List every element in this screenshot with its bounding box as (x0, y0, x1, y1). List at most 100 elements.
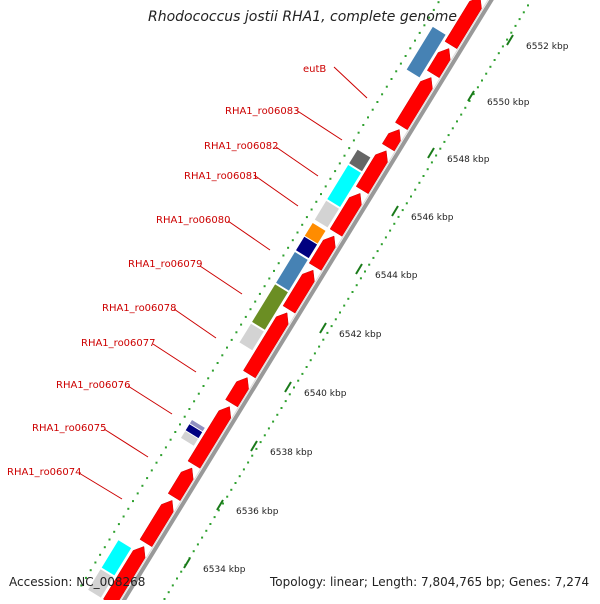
scale-dot (355, 284, 358, 287)
minor-tick-dot (193, 400, 196, 403)
minor-tick-dot (240, 323, 243, 326)
scale-tick-label: 6550 kbp (487, 98, 530, 108)
minor-tick-dot (301, 223, 304, 226)
scale-dot (263, 434, 266, 437)
scale-dot (451, 127, 454, 130)
scale-tick (427, 147, 435, 159)
scale-dot (405, 202, 408, 205)
gene-feature (314, 200, 339, 228)
gene-label-leader (295, 109, 343, 141)
scale-dot (397, 215, 400, 218)
minor-tick-dot (423, 24, 426, 27)
gene-label: RHA1_ro06075 (32, 423, 107, 434)
scale-dot (180, 570, 183, 573)
gene-feature (252, 284, 288, 330)
scale-tick-label: 6552 kbp (526, 42, 569, 52)
scale-dot (163, 598, 166, 600)
gene-label: RHA1_ro06077 (81, 338, 156, 349)
minor-tick-dot (320, 193, 322, 196)
minor-tick-dot (99, 553, 102, 556)
minor-tick-dot (160, 454, 163, 457)
gene-feature (101, 540, 132, 576)
scale-dot (326, 331, 329, 334)
scale-dot (489, 65, 492, 68)
scale-dot (481, 79, 483, 82)
scale-dot (217, 509, 220, 512)
minor-tick-dot (315, 200, 318, 203)
gene-label-leader (253, 174, 299, 207)
scale-tick (183, 557, 191, 569)
scale-dot (497, 52, 500, 55)
gene-label: RHA1_ro06076 (56, 380, 131, 391)
scale-tick (506, 34, 514, 46)
scale-dot (171, 584, 174, 587)
minor-tick-dot (164, 446, 167, 449)
accession-text: Accession: NC_008268 (9, 575, 146, 589)
scale-dot (343, 304, 346, 307)
minor-tick-dot (94, 561, 97, 564)
minor-tick-dot (155, 461, 158, 464)
scale-dot (247, 461, 250, 464)
scale-dot (267, 427, 270, 430)
minor-tick-dot (216, 362, 219, 364)
scale-dot (389, 229, 392, 232)
scale-dot (318, 345, 321, 348)
scale-dot (527, 4, 529, 7)
cds-arrow (308, 235, 336, 271)
scale-dot (201, 536, 204, 539)
gene-label-leader (173, 308, 217, 339)
minor-tick-dot (310, 208, 313, 211)
scale-dot (222, 502, 224, 505)
scale-dot (322, 338, 325, 341)
minor-tick-dot (296, 231, 299, 234)
gene-label: RHA1_ro06074 (7, 467, 82, 478)
minor-tick-dot (207, 377, 210, 380)
minor-tick-dot (89, 569, 92, 572)
minor-tick-dot (376, 101, 379, 103)
gene-feature (276, 252, 308, 291)
cds-arrow (243, 312, 289, 379)
scale-dot (230, 488, 233, 491)
gene-feature (296, 236, 318, 259)
scale-tick-label: 6544 kbp (375, 271, 418, 281)
minor-tick-dot (381, 93, 384, 96)
minor-tick-dot (103, 546, 106, 549)
minor-tick-dot (414, 39, 416, 42)
minor-tick-dot (305, 216, 308, 219)
gene-label-leader (275, 146, 319, 177)
scale-dot (414, 188, 417, 191)
scale-dot (259, 441, 262, 444)
minor-tick-dot (249, 308, 252, 311)
scale-dot (276, 413, 279, 416)
gene-label: RHA1_ro06081 (184, 171, 259, 182)
gene-label-leader (152, 343, 197, 373)
scale-dot (376, 250, 379, 253)
cds-arrow (225, 377, 249, 408)
cds-arrow (381, 129, 401, 152)
minor-tick-dot (108, 538, 111, 541)
scale-tick (216, 499, 224, 511)
cds-arrow (395, 77, 433, 131)
scale-dot (351, 291, 354, 293)
scale-dot (393, 222, 396, 225)
scale-dot (430, 161, 433, 164)
scale-dot (485, 72, 488, 75)
scale-tick (319, 322, 327, 334)
minor-tick-dot (141, 484, 144, 487)
scale-dot (493, 59, 496, 61)
scale-dot (213, 516, 216, 519)
genome-axis-highlight (117, 0, 489, 604)
minor-tick-dot (348, 147, 351, 150)
scale-dot (418, 181, 421, 184)
minor-tick-dot (169, 438, 172, 441)
scale-tick-label: 6534 kbp (203, 565, 246, 575)
minor-tick-dot (226, 346, 228, 349)
minor-tick-dot (263, 285, 266, 288)
scale-dot (380, 243, 383, 246)
scale-dot (293, 386, 295, 389)
scale-dot (176, 577, 178, 580)
scale-dot (510, 31, 513, 34)
scale-dot (472, 93, 475, 96)
minor-tick-dot (80, 584, 83, 587)
cds-arrow (139, 500, 174, 548)
